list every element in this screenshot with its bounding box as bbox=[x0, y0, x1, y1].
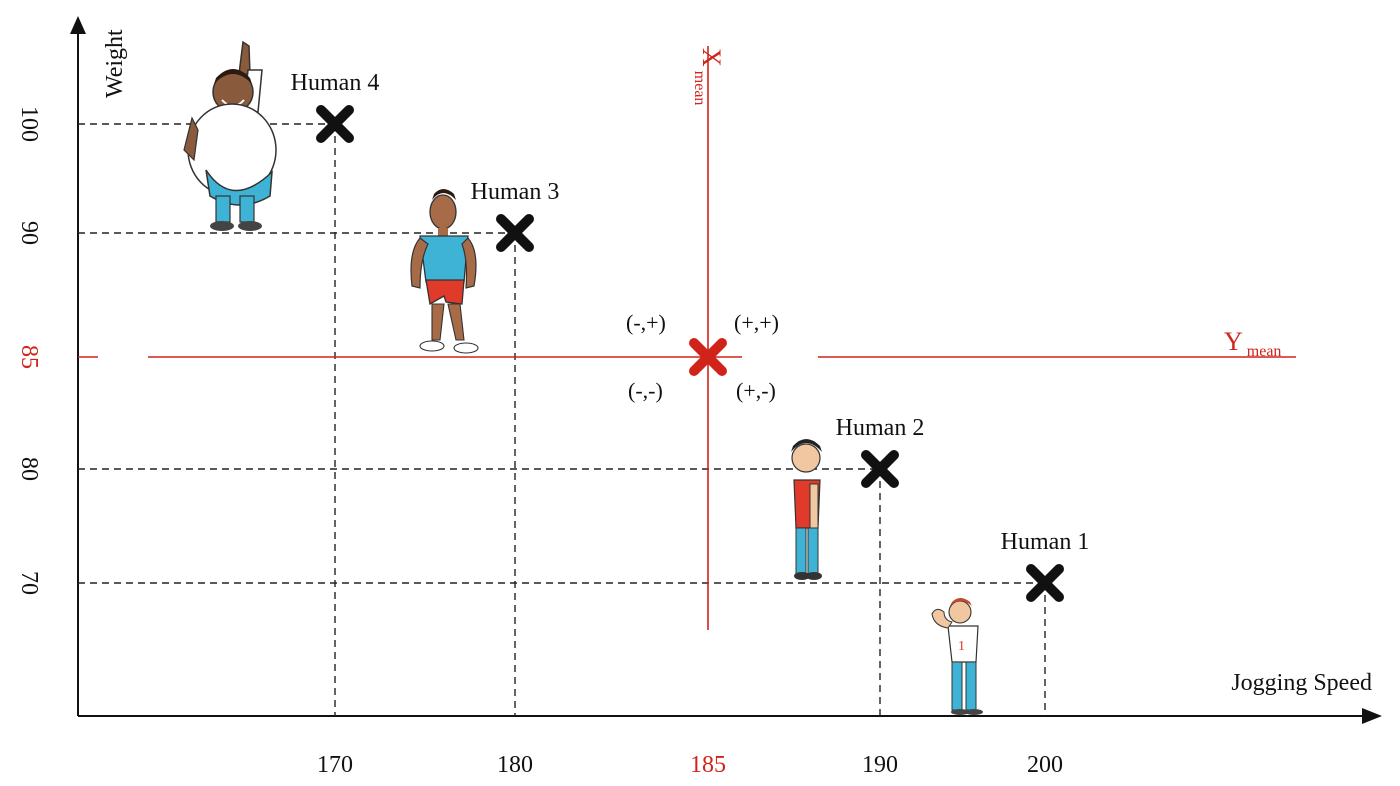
x-tick-labels: 170 180 185 190 200 bbox=[317, 752, 1063, 778]
data-point-marker bbox=[321, 110, 349, 138]
data-point-label: Human 2 bbox=[836, 415, 925, 441]
overweight-man-pointing-up-icon bbox=[184, 42, 276, 231]
quadrant-bottom-right-label: (+,-) bbox=[736, 378, 776, 403]
x-tick-label: 190 bbox=[862, 752, 898, 778]
y-tick-label: 80 bbox=[16, 457, 42, 481]
data-points: Human 1 Human 2 Human 3 Human 4 bbox=[291, 70, 1090, 597]
y-axis-arrow bbox=[70, 16, 86, 34]
x-tick-label: 200 bbox=[1027, 752, 1063, 778]
x-tick-label: 180 bbox=[497, 752, 533, 778]
muscular-man-in-tank-top-icon bbox=[411, 189, 478, 353]
man-flexing-arm-icon: 1 bbox=[932, 598, 983, 715]
y-axis-label: Weight bbox=[102, 29, 128, 98]
data-point-label: Human 3 bbox=[471, 179, 560, 205]
x-mean-label: Xmean bbox=[691, 48, 726, 105]
data-point-marker bbox=[501, 219, 529, 247]
y-tick-mean: 85 bbox=[16, 345, 42, 369]
y-tick-label: 70 bbox=[16, 571, 42, 595]
y-tick-label: 100 bbox=[16, 106, 42, 142]
data-point-label: Human 4 bbox=[291, 70, 380, 96]
data-point-label: Human 1 bbox=[1001, 529, 1090, 555]
boy-in-red-shirt-icon bbox=[791, 439, 822, 580]
quadrant-top-left-label: (-,+) bbox=[626, 310, 666, 335]
x-axis-label: Jogging Speed bbox=[1231, 670, 1372, 696]
quadrant-bottom-left-label: (-,-) bbox=[628, 378, 663, 403]
x-axis-arrow bbox=[1362, 708, 1382, 724]
x-tick-label: 170 bbox=[317, 752, 353, 778]
y-tick-labels: 70 80 85 90 100 bbox=[16, 106, 42, 595]
y-tick-label: 90 bbox=[16, 221, 42, 245]
svg-text:1: 1 bbox=[958, 639, 965, 654]
data-point-marker bbox=[1031, 569, 1059, 597]
x-tick-mean: 185 bbox=[690, 752, 726, 778]
quadrant-top-right-label: (+,+) bbox=[734, 310, 779, 335]
